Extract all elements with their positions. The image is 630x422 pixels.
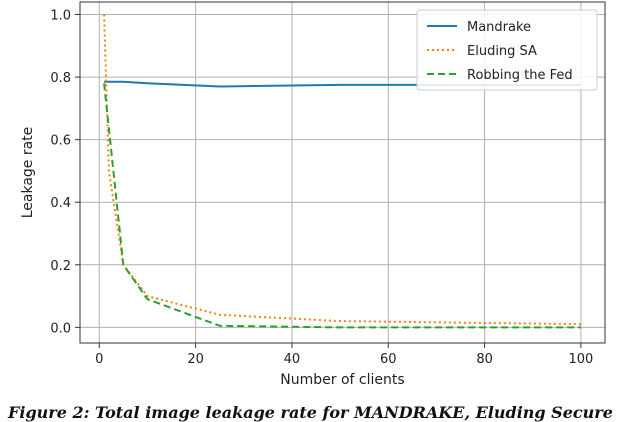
- y-tick-label: 0.6: [50, 134, 71, 149]
- plot-frame: [79, 1, 606, 344]
- x-tick-label: 80: [476, 352, 493, 367]
- legend: Mandrake Eluding SA Robbing the Fed: [416, 9, 598, 91]
- x-tick-label: 40: [284, 352, 301, 367]
- legend-box: [416, 9, 598, 91]
- ticks: 0 20 40 60 80 100 0.0 0.2 0.4 0.6 0.8 1.0: [50, 9, 593, 367]
- x-tick-label: 20: [187, 352, 204, 367]
- y-tick-label: 0.4: [50, 196, 71, 211]
- figure-caption: Figure 2: Total image leakage rate for M…: [8, 403, 613, 422]
- y-axis-label: Leakage rate: [20, 127, 36, 219]
- series-line-2: [103, 83, 581, 329]
- x-axis-label: Number of clients: [280, 372, 404, 388]
- series-line-0: [104, 80, 581, 88]
- legend-label: Robbing the Fed: [467, 68, 573, 83]
- series-line-1: [103, 14, 581, 326]
- x-tick-label: 60: [380, 352, 397, 367]
- y-tick-label: 0.0: [50, 321, 71, 336]
- series-layer: [103, 14, 581, 329]
- y-tick-label: 1.0: [50, 9, 71, 24]
- y-tick-label: 0.2: [50, 259, 71, 274]
- y-tick-label: 0.8: [50, 71, 71, 86]
- legend-label: Eluding SA: [467, 44, 537, 59]
- x-tick-label: 0: [95, 352, 103, 367]
- x-tick-label: 100: [569, 352, 594, 367]
- legend-label: Mandrake: [467, 20, 531, 35]
